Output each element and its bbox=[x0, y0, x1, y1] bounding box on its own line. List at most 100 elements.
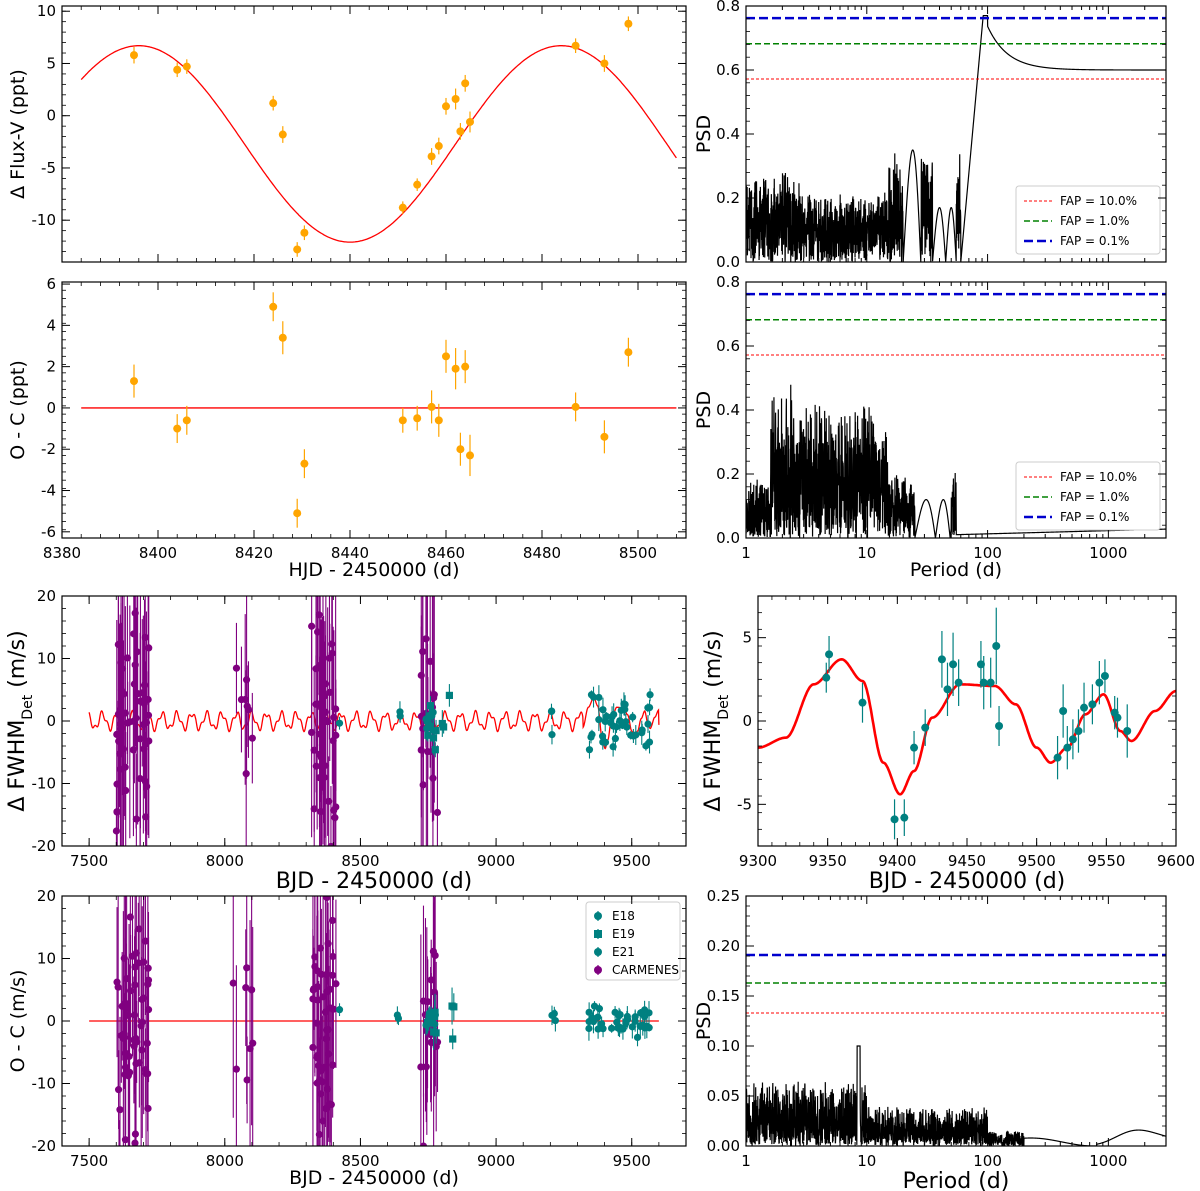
data-point-carmenes bbox=[132, 714, 140, 722]
legend-box bbox=[585, 901, 681, 981]
data-point-carmenes bbox=[124, 1072, 132, 1080]
data-point-carmenes bbox=[427, 1038, 435, 1046]
data-point-carmenes bbox=[433, 808, 442, 817]
y-tick-label: 2 bbox=[46, 358, 56, 376]
data-point-e21 bbox=[617, 1025, 625, 1033]
data-point-carmenes bbox=[249, 1039, 257, 1047]
data-point-e21 bbox=[588, 730, 596, 739]
y-tick-label: 5 bbox=[742, 629, 752, 647]
data-point-carmenes bbox=[424, 998, 432, 1006]
data-point bbox=[1100, 672, 1109, 680]
data-point-carmenes bbox=[138, 995, 146, 1004]
data-point bbox=[427, 152, 436, 161]
data-point bbox=[992, 642, 1001, 650]
data-point bbox=[979, 678, 988, 687]
data-point-carmenes bbox=[121, 1033, 129, 1041]
data-point-e21 bbox=[632, 731, 640, 739]
data-point-carmenes bbox=[319, 1117, 327, 1125]
data-point bbox=[182, 416, 191, 425]
data-point-carmenes bbox=[144, 1104, 152, 1113]
y-tick-label: 0.4 bbox=[716, 401, 740, 419]
data-point-carmenes bbox=[328, 649, 336, 657]
x-tick-label: 9450 bbox=[948, 852, 986, 870]
data-point bbox=[624, 19, 633, 28]
legend-label: E21 bbox=[612, 945, 635, 959]
y-axis-title: PSD bbox=[693, 115, 715, 153]
data-point-e21 bbox=[585, 1024, 593, 1033]
plot-area-gls_fluxv_resid bbox=[746, 292, 1166, 538]
data-point bbox=[434, 142, 443, 151]
y-tick-label: 0 bbox=[46, 712, 56, 730]
data-point-carmenes bbox=[317, 704, 326, 712]
fap-legend: FAP = 10.0% FAP = 1.0% FAP = 0.1% bbox=[1015, 461, 1161, 531]
data-point bbox=[173, 424, 182, 433]
data-point bbox=[1088, 700, 1097, 709]
data-point-e21 bbox=[603, 712, 611, 721]
data-point-carmenes bbox=[422, 635, 430, 643]
x-tick-label: 7500 bbox=[70, 1152, 108, 1170]
data-point-e21 bbox=[620, 700, 628, 708]
data-point bbox=[571, 402, 580, 411]
legend-marker bbox=[594, 948, 602, 956]
y-tick-label: 0 bbox=[46, 107, 56, 125]
data-point-carmenes bbox=[116, 706, 124, 714]
data-point-carmenes bbox=[328, 916, 337, 925]
axes-fluxv_resid: -6 -4 -2 0 2 4 6 8380 8400 8420 8440 8460 8480 8500 HJ… bbox=[7, 275, 687, 581]
data-point-carmenes bbox=[248, 986, 256, 994]
data-point bbox=[461, 362, 470, 371]
data-point bbox=[398, 203, 407, 212]
data-point-e21 bbox=[601, 738, 610, 746]
data-point bbox=[986, 678, 995, 687]
x-tick-label: 100 bbox=[973, 1152, 1002, 1170]
data-point-carmenes bbox=[417, 1063, 425, 1071]
data-point bbox=[976, 660, 985, 669]
x-tick-label: 8380 bbox=[43, 544, 81, 562]
y-axis-title: PSD bbox=[693, 391, 715, 429]
x-tick-label: 9400 bbox=[878, 852, 916, 870]
data-point bbox=[1080, 703, 1089, 712]
plot-frame bbox=[745, 895, 1167, 1147]
data-point bbox=[413, 414, 422, 423]
legend-label: FAP = 10.0% bbox=[1060, 194, 1137, 208]
data-point-e21 bbox=[623, 1012, 631, 1021]
plot-area-fwhm_resid bbox=[89, 896, 659, 1146]
plot-frame bbox=[61, 281, 687, 539]
x-tick-label: 9000 bbox=[477, 1152, 515, 1170]
data-point bbox=[461, 79, 470, 88]
y-axis-title: Δ FWHMDet (m/s) bbox=[5, 630, 36, 811]
data-point-carmenes bbox=[323, 1026, 331, 1034]
data-point bbox=[451, 364, 460, 373]
data-point-e19 bbox=[430, 1028, 438, 1036]
y-tick-label: 10 bbox=[37, 650, 56, 668]
legend-label: CARMENES bbox=[612, 963, 679, 977]
x-tick-label: 8480 bbox=[523, 544, 561, 562]
x-tick-label: 9300 bbox=[739, 852, 777, 870]
x-axis-title: Period (d) bbox=[910, 559, 1002, 581]
model-curve bbox=[80, 45, 677, 243]
data-point bbox=[413, 180, 422, 189]
y-tick-label: 0.4 bbox=[716, 125, 740, 143]
data-point-carmenes bbox=[331, 814, 339, 822]
legend: E18 E19 E21 CARMENES bbox=[585, 901, 681, 981]
data-point bbox=[1095, 678, 1104, 687]
data-point-e21 bbox=[646, 691, 654, 699]
data-point-carmenes bbox=[232, 664, 241, 672]
data-point-e21 bbox=[551, 1016, 559, 1025]
y-tick-label: 20 bbox=[37, 887, 56, 905]
x-tick-label: 9500 bbox=[613, 1152, 651, 1170]
data-point-e21 bbox=[594, 1025, 602, 1033]
x-tick-label: 8000 bbox=[206, 1152, 244, 1170]
data-point-carmenes bbox=[323, 896, 331, 902]
data-point-e21 bbox=[627, 731, 635, 739]
data-point-carmenes bbox=[135, 925, 143, 933]
plot-area-fluxv_resid bbox=[81, 292, 677, 528]
data-point-e21 bbox=[548, 731, 556, 739]
x-tick-label: 9000 bbox=[477, 852, 515, 870]
data-point bbox=[451, 94, 460, 103]
data-point bbox=[822, 673, 831, 682]
data-point bbox=[937, 655, 946, 664]
y-tick-label: 0.6 bbox=[716, 337, 740, 355]
x-tick-label: 9500 bbox=[613, 852, 651, 870]
y-axis-title: PSD bbox=[693, 1002, 715, 1040]
data-point bbox=[456, 127, 465, 136]
